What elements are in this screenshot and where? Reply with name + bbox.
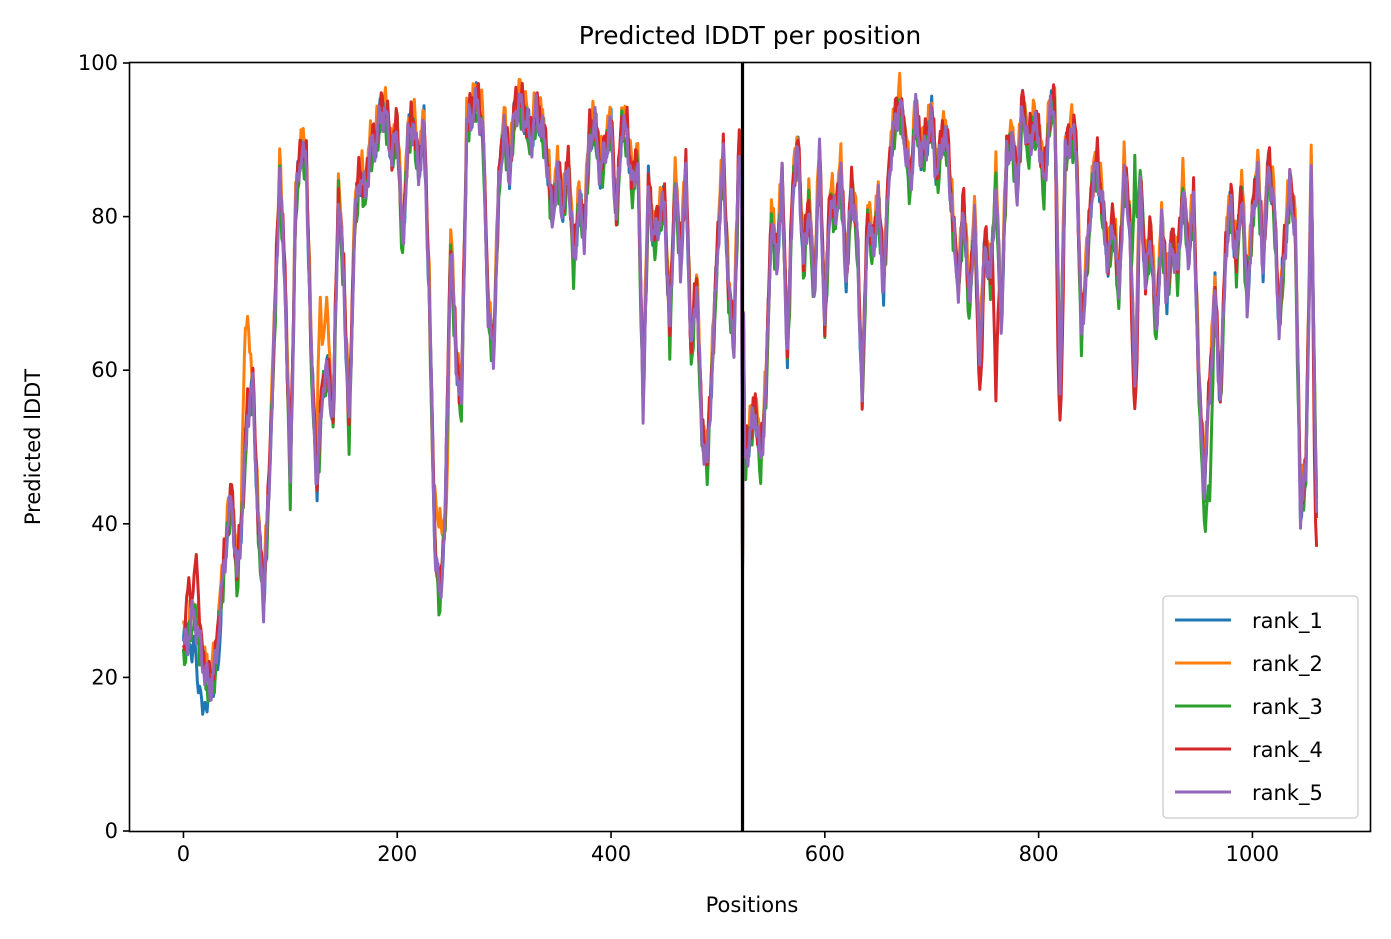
legend-label: rank_3 [1252, 695, 1323, 720]
y-tick-label: 80 [91, 205, 118, 229]
series-line-rank-5 [181, 87, 1319, 702]
x-tick-label: 400 [591, 842, 631, 866]
legend: rank_1 rank_2 rank_3 rank_4 rank_5 [1162, 595, 1359, 819]
y-axis-title: Predicted lDDT [21, 369, 45, 525]
y-tick-label: 20 [91, 665, 118, 689]
x-tick-label: 0 [177, 842, 190, 866]
legend-label: rank_4 [1252, 738, 1323, 763]
y-tick-label: 100 [78, 51, 118, 75]
plot-frame [128, 61, 1372, 833]
y-tick-label: 0 [105, 819, 118, 843]
x-tick-label: 600 [805, 842, 845, 866]
y-tick-label: 40 [91, 512, 118, 536]
axis-ticks: 0 200 400 600 800 1000 0 20 40 60 80 100 [78, 51, 1279, 866]
series-layer [181, 71, 1319, 716]
x-axis-title: Positions [706, 893, 799, 917]
legend-box [1162, 595, 1359, 819]
y-tick-label: 60 [91, 358, 118, 382]
chart-title: Predicted lDDT per position [579, 21, 921, 50]
x-tick-label: 800 [1019, 842, 1059, 866]
legend-items: rank_1 rank_2 rank_3 rank_4 rank_5 [1175, 609, 1323, 806]
legend-label: rank_2 [1252, 652, 1323, 677]
legend-label: rank_5 [1252, 781, 1323, 806]
x-tick-label: 200 [377, 842, 417, 866]
x-tick-label: 1000 [1226, 842, 1279, 866]
legend-label: rank_1 [1252, 609, 1323, 634]
